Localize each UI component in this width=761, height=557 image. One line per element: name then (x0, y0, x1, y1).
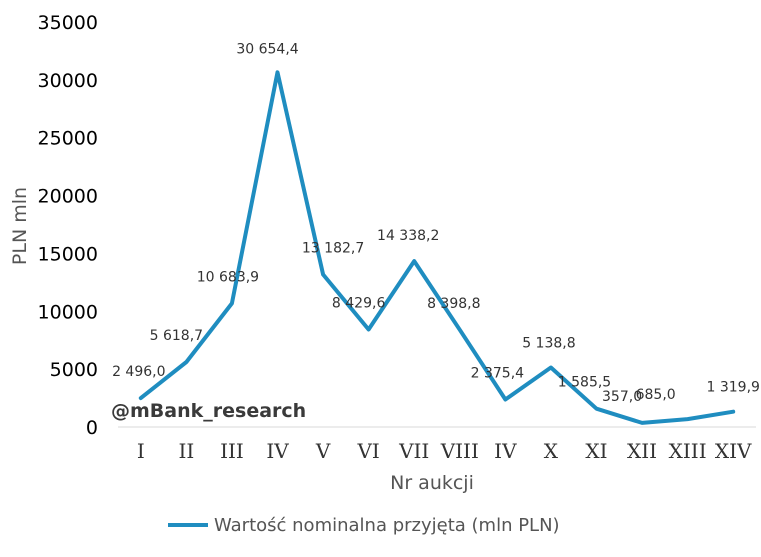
data-label: 1 585,5 (558, 375, 611, 391)
x-tick-label: VIII (440, 439, 479, 463)
x-axis-title: Nr aukcji (390, 472, 474, 494)
x-tick-label: IV (266, 439, 289, 463)
x-axis-ticks: I II III IV V VI VII VIII IV X XI XII XIII XIV (137, 439, 752, 463)
x-tick-label: II (178, 439, 194, 463)
data-label: 5 138,8 (522, 336, 575, 352)
y-tick-label: 15000 (38, 243, 98, 265)
y-tick-label: 35000 (38, 12, 98, 34)
x-tick-label: XI (585, 439, 607, 463)
x-tick-label: VI (356, 439, 379, 463)
x-tick-label: XIII (669, 439, 707, 463)
y-axis-ticks: 0 5000 10000 15000 20000 25000 30000 35000 (38, 12, 98, 439)
series-layer (138, 70, 736, 425)
data-label: 8 398,8 (427, 296, 480, 312)
data-label: 357,0 (602, 389, 642, 405)
data-label: 8 429,6 (332, 295, 386, 311)
x-tick-label: XII (627, 439, 657, 463)
y-tick-label: 30000 (38, 70, 98, 92)
x-tick-label: VII (398, 439, 429, 463)
data-label: 1 319,9 (706, 380, 759, 396)
data-label: 2 375,4 (471, 366, 525, 382)
data-label: 10 683,9 (197, 269, 259, 285)
data-label: 2 496,0 (112, 364, 165, 380)
data-label: 30 654,4 (236, 41, 298, 57)
y-axis-title: PLN mln (9, 187, 31, 265)
legend: Wartość nominalna przyjęta (mln PLN) (168, 515, 560, 536)
y-tick-label: 10000 (38, 301, 98, 323)
legend-label: Wartość nominalna przyjęta (mln PLN) (214, 515, 560, 536)
x-tick-label: XIV (715, 439, 752, 463)
x-tick-label: IV (494, 439, 517, 463)
x-tick-label: I (137, 439, 145, 463)
x-tick-label: V (315, 439, 331, 463)
y-tick-label: 0 (86, 417, 98, 439)
data-label: 5 618,7 (150, 328, 203, 344)
data-label: 685,0 (636, 387, 676, 403)
y-tick-label: 5000 (50, 359, 98, 381)
x-tick-label: X (544, 439, 559, 463)
series-line (138, 70, 736, 425)
data-label: 13 182,7 (302, 240, 364, 256)
watermark-text: @mBank_research (111, 400, 306, 422)
y-tick-label: 20000 (38, 186, 98, 208)
data-label: 14 338,2 (377, 228, 439, 244)
data-labels: 2 496,0 5 618,7 10 683,9 30 654,4 13 182,7 8 … (112, 41, 760, 405)
x-tick-label: III (220, 439, 244, 463)
y-tick-label: 25000 (38, 128, 98, 150)
